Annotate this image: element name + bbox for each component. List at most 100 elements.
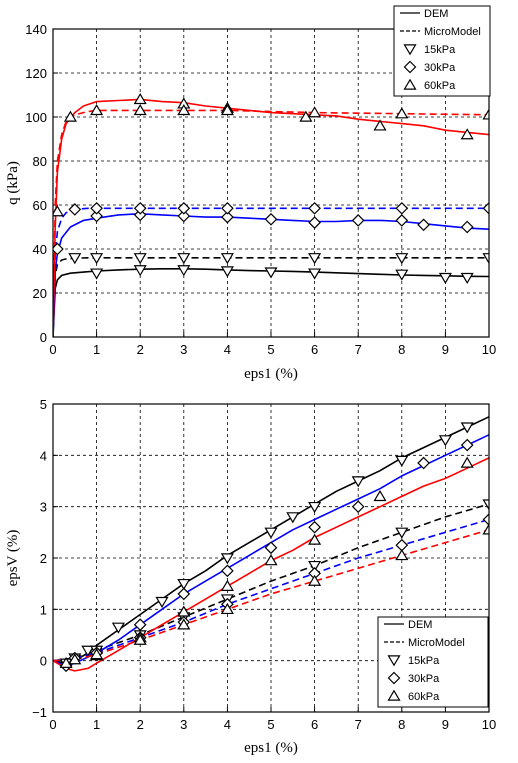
legend-label: 30kPa — [408, 673, 440, 685]
y-tick-label: 0 — [40, 654, 47, 669]
data-point-marker-3 — [460, 220, 474, 234]
data-point-marker-3 — [177, 587, 191, 601]
data-point-marker-2 — [395, 253, 409, 265]
data-point-marker-6 — [177, 103, 191, 116]
y-tick-label: 5 — [40, 397, 47, 412]
plot-frame — [52, 28, 490, 338]
legend-marker — [403, 78, 417, 90]
data-point-marker-1 — [177, 265, 191, 277]
x-tick-label: 3 — [180, 717, 187, 732]
data-point-marker-5 — [373, 489, 387, 502]
y-axis-label: q (kPa) — [5, 161, 21, 205]
data-point-marker-3 — [177, 209, 191, 223]
data-point-marker-4 — [482, 201, 489, 215]
data-point-marker-2 — [308, 560, 322, 573]
x-tick-label: 5 — [267, 717, 274, 732]
data-point-marker-5 — [59, 656, 73, 668]
x-tick-label: 6 — [311, 342, 318, 357]
y-tick-label: 100 — [25, 110, 47, 125]
y-tick-label: 0 — [40, 330, 47, 345]
x-tick-label: 10 — [482, 342, 496, 357]
data-point-marker-1 — [438, 272, 452, 285]
y-tick-label: 20 — [33, 286, 47, 301]
data-point-marker-2 — [90, 253, 104, 265]
data-point-marker-1 — [308, 501, 322, 514]
data-point-marker-3 — [90, 209, 103, 223]
data-point-marker-4 — [53, 242, 64, 256]
data-point-marker-3 — [308, 520, 321, 534]
series-line-4 — [53, 518, 489, 662]
x-tick-label: 5 — [267, 342, 274, 357]
data-point-marker-6 — [90, 648, 104, 660]
data-point-marker-6 — [308, 574, 322, 586]
data-point-marker-6 — [395, 107, 409, 119]
data-point-marker-5 — [373, 119, 387, 131]
data-point-marker-3 — [133, 618, 147, 632]
data-point-marker-1 — [438, 435, 452, 447]
legend-label: DEM — [408, 619, 432, 631]
data-point-marker-2 — [68, 253, 82, 265]
data-point-marker-6 — [220, 103, 234, 116]
data-point-marker-4 — [90, 201, 103, 215]
data-point-marker-3 — [221, 210, 234, 224]
data-point-marker-4 — [133, 201, 147, 215]
data-point-marker-2 — [482, 499, 489, 511]
x-tick-label: 8 — [398, 717, 405, 732]
data-point-marker-4 — [221, 201, 234, 215]
data-point-marker-1 — [395, 455, 409, 467]
data-point-marker-1 — [220, 553, 234, 565]
data-point-marker-1 — [155, 596, 169, 609]
x-tick-label: 4 — [224, 717, 231, 732]
data-point-marker-2 — [482, 253, 489, 265]
data-point-marker-6 — [90, 103, 104, 116]
legend-label: DEM — [424, 8, 448, 20]
series-line-3 — [53, 434, 489, 667]
data-point-marker-2 — [220, 253, 234, 265]
x-tick-label: 9 — [442, 342, 449, 357]
data-point-marker-5 — [460, 456, 474, 468]
legend-label: 15kPa — [424, 44, 456, 56]
y-tick-label: 140 — [25, 22, 47, 37]
data-point-marker-3 — [351, 214, 365, 227]
data-point-marker-1 — [81, 645, 95, 657]
data-point-marker-6 — [53, 205, 64, 217]
data-point-marker-5 — [220, 579, 234, 591]
data-point-marker-1 — [460, 422, 474, 434]
data-point-marker-6 — [308, 106, 322, 118]
y-tick-label: 2 — [40, 551, 47, 566]
x-tick-label: 0 — [49, 342, 56, 357]
data-point-marker-1 — [286, 512, 300, 524]
x-tick-label: 1 — [93, 717, 100, 732]
series-group — [53, 416, 489, 673]
data-point-marker-4 — [308, 201, 321, 215]
series-line-5 — [53, 98, 489, 337]
x-tick-label: 6 — [311, 717, 318, 732]
data-point-marker-6 — [133, 633, 147, 645]
y-tick-label: −1 — [32, 705, 47, 720]
data-point-marker-2 — [308, 253, 322, 265]
data-point-marker-3 — [308, 216, 321, 229]
data-point-marker-6 — [177, 618, 191, 630]
data-point-marker-1 — [351, 476, 365, 488]
x-tick-label: 1 — [93, 342, 100, 357]
y-tick-label: 80 — [33, 154, 47, 169]
data-point-marker-4 — [395, 201, 409, 215]
data-point-marker-4 — [68, 203, 82, 216]
x-axis-label: eps1 (%) — [244, 740, 298, 756]
data-point-marker-3 — [133, 208, 147, 222]
legend-label: 60kPa — [408, 691, 440, 703]
data-point-marker-2 — [133, 253, 147, 265]
legend-label: 15kPa — [408, 655, 440, 667]
legend-label: MicroModel — [424, 26, 481, 38]
data-point-marker-6 — [63, 110, 77, 122]
data-point-marker-3 — [264, 212, 278, 226]
data-point-marker-3 — [395, 214, 409, 227]
y-tick-label: 40 — [33, 242, 47, 257]
y-tick-label: 4 — [40, 448, 47, 463]
y-tick-label: 120 — [25, 66, 47, 81]
data-point-marker-2 — [177, 253, 191, 265]
x-tick-label: 2 — [137, 717, 144, 732]
